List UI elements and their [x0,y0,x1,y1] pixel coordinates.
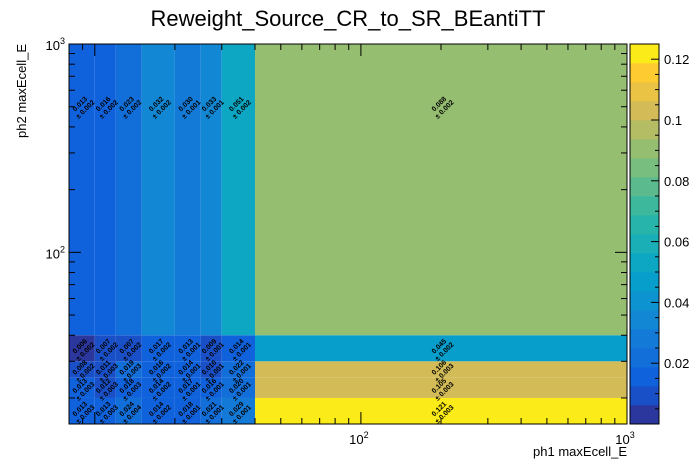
heatmap-cell [255,361,627,378]
y-tick-exponent: 2 [60,244,65,254]
heatmap-cell [69,397,95,424]
heatmap-cell [115,44,142,336]
colorbar-tick-label: 0.08 [664,174,689,189]
heatmap-cell [200,397,222,424]
colorbar-swatch [630,329,659,349]
colorbar-swatch [630,348,659,368]
heatmap-cell [200,361,222,378]
heatmap-cell [174,377,201,398]
colorbar-swatch [630,63,659,83]
color-scale-bar: 0.02 0.04 0.06 0.08 0.1 0.12 [629,43,689,425]
heatmap-cell [221,44,255,336]
colorbar-swatch [630,215,659,235]
y-tick-base: 10 [46,38,60,53]
y-tick-exponent: 3 [60,36,65,46]
colorbar-swatch [630,291,659,311]
colorbar-swatch [630,158,659,178]
heatmap-cell [115,377,142,398]
heatmap-cell [200,44,222,336]
heatmap-cell [200,335,222,362]
colorbar-swatch [630,120,659,140]
colorbar-swatch [630,177,659,197]
heatmap-cell [141,361,175,378]
heatmap-cell [200,377,222,398]
x-tick-base: 10 [349,432,363,447]
heatmap-cells [69,44,627,424]
colorbar-tick-label: 0.12 [664,52,689,67]
colorbar-frame [629,43,660,425]
colorbar-swatch [630,82,659,102]
heatmap-cell [255,335,627,362]
y-axis-label: ph2 maxEcell_E [14,44,29,138]
chart-title: Reweight_Source_CR_to_SR_BEantiTT [151,6,546,31]
colorbar-tick-label: 0.1 [664,113,682,128]
colorbar-tick-label: 0.04 [664,295,689,310]
heatmap-cell [141,44,175,336]
x-axis-label: ph1 maxEcell_E [533,444,627,459]
colorbar-swatch [630,386,659,406]
heatmap-cell [174,361,201,378]
heatmap-cell [141,377,175,398]
heatmap-cell [94,44,116,336]
heatmap-cell [94,397,116,424]
colorbar-tick-label: 0.02 [664,356,689,371]
heatmap-cell [69,361,95,378]
heatmap-cell [115,397,142,424]
heatmap-cell [221,377,255,398]
colorbar-swatch [630,44,659,64]
y-tick-base: 10 [46,246,60,261]
heatmap-cell [94,377,116,398]
heatmap-cell [221,361,255,378]
colorbar-swatch [630,234,659,254]
heatmap-cell [174,44,201,336]
x-tick-exponent: 3 [630,430,635,440]
x-tick-exponent: 2 [364,430,369,440]
heatmap-cell [69,335,95,362]
colorbar-swatch [630,253,659,273]
heatmap-cell [94,361,116,378]
colorbar-swatch [630,101,659,121]
colorbar-swatch [630,196,659,216]
colorbar-tick-label: 0.06 [664,235,689,250]
heatmap-cell [115,335,142,362]
colorbar-swatch [630,367,659,387]
heatmap-cell [94,335,116,362]
heatmap-cell [255,44,627,336]
heatmap-cell [174,335,201,362]
x-axis: 102 103 [68,44,635,447]
heatmap-cell [141,397,175,424]
x-tick-label: 102 [349,430,368,447]
colorbar-swatch [630,272,659,292]
colorbar-swatch [630,310,659,330]
heatmap-cell [221,397,255,424]
colorbar-swatch [630,405,659,425]
heatmap-cell [141,335,175,362]
y-tick-label: 102 [46,244,65,261]
colorbar-swatch [630,139,659,159]
heatmap-cell [115,361,142,378]
heatmap-cell [255,377,627,398]
heatmap-cell [221,335,255,362]
x-tick-label: 103 [615,430,634,447]
heatmap-cell [69,377,95,398]
x-tick-base: 10 [615,432,629,447]
plot-frame [68,43,628,425]
y-tick-label: 103 [46,36,65,53]
heatmap-cell [174,397,201,424]
